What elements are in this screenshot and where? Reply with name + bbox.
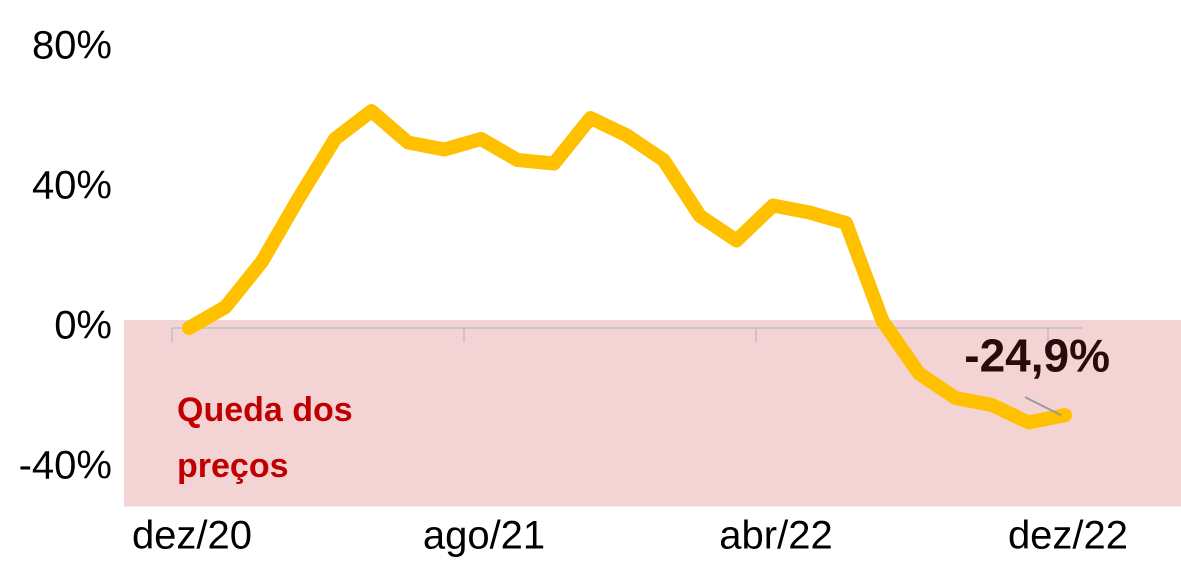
label-leader (1024, 396, 1062, 417)
data-line (182, 104, 1072, 430)
annotation: Queda dos (177, 391, 353, 429)
x-tick-label: dez/20 (132, 514, 252, 558)
x-tick-label: abr/22 (719, 514, 832, 558)
y-tick-label: -40% (19, 444, 112, 488)
x-tick-label: dez/22 (1008, 514, 1128, 558)
y-tick-label: 0% (54, 304, 112, 348)
y-tick-label: 80% (32, 24, 112, 68)
x-tick-label: ago/21 (423, 514, 545, 558)
y-tick-label: 40% (32, 164, 112, 208)
data-label: -24,9% (964, 329, 1110, 381)
annotation: preços (177, 447, 289, 485)
